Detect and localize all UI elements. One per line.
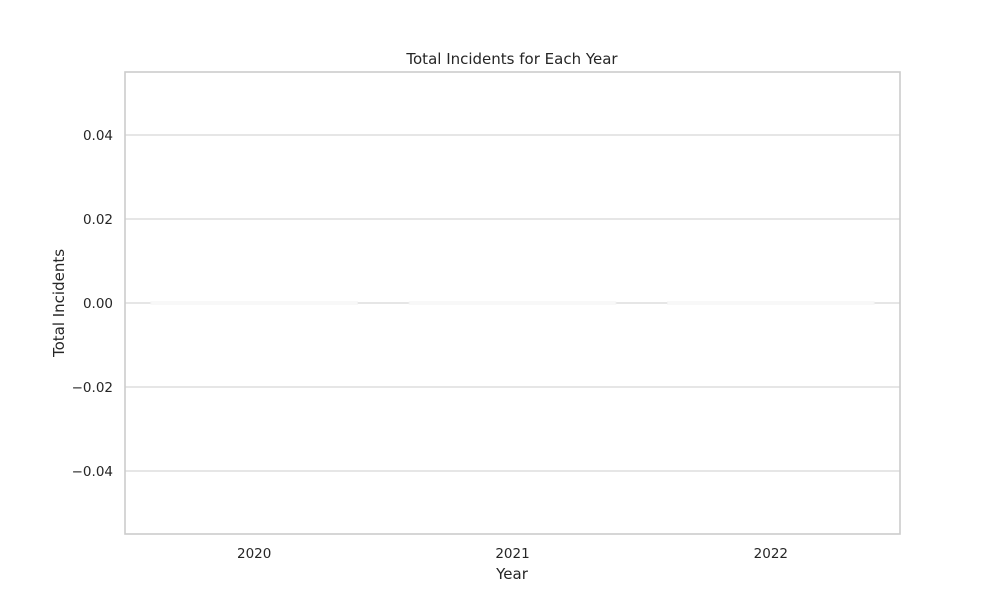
plot-frame — [124, 71, 901, 535]
x-tick-label: 2020 — [237, 546, 271, 562]
x-tick-labels: 2020 2021 2022 — [237, 546, 788, 562]
bar-2022 — [667, 301, 875, 305]
bar-2020 — [150, 301, 358, 305]
y-axis-label: Total Incidents — [50, 249, 68, 358]
y-tick-label: 0.02 — [83, 212, 113, 228]
y-tick-label: 0.00 — [83, 296, 113, 312]
bars — [150, 301, 875, 305]
x-axis-label: Year — [495, 565, 529, 583]
y-tick-labels: −0.04 −0.02 0.00 0.02 0.04 — [72, 128, 113, 480]
chart-title: Total Incidents for Each Year — [405, 50, 618, 68]
y-tick-label: 0.04 — [83, 128, 113, 144]
y-tick-label: −0.02 — [72, 380, 113, 396]
bar-2021 — [408, 301, 617, 305]
x-tick-label: 2021 — [495, 546, 529, 562]
x-tick-label: 2022 — [754, 546, 788, 562]
y-tick-label: −0.04 — [72, 464, 113, 480]
